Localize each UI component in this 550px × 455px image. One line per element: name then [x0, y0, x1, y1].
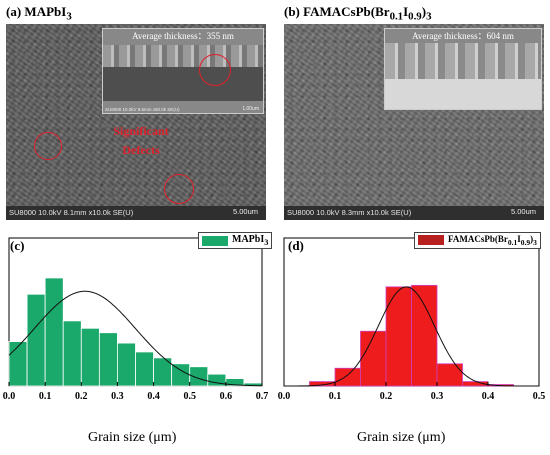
- panel-b-sub-2: 0.9: [408, 10, 422, 23]
- panel-b-iodine: I: [403, 4, 409, 19]
- x-axis-label-d: Grain size (μm): [357, 430, 446, 445]
- panel-b-label: (b) FAMACsPb(Br0.1I0.9)3: [284, 4, 431, 23]
- hist-c-bar-1: [26, 293, 46, 387]
- sem-image-a: Average thickness：355 nm SU8000 10.0kV 8…: [6, 24, 266, 220]
- hist-c-tick-label-2: 0.2: [75, 391, 88, 402]
- sem-b-scale: 5.00um: [510, 207, 536, 216]
- cross-section-inset-b: Average thickness：604 nm: [384, 28, 542, 110]
- sem-texture-a: [6, 24, 266, 220]
- sem-b-footer: SU8000 10.0kV 8.3mm x10.0k SE(U) 5.00um: [284, 206, 544, 220]
- sem-a-scale: 5.00um: [232, 207, 258, 216]
- hist-d-tick-label-4: 0.4: [482, 391, 495, 402]
- hist-d-fit-curve: [284, 286, 539, 387]
- hist-d-tick-label-0: 0.0: [278, 391, 291, 402]
- inset-b-layer: [385, 43, 541, 79]
- histogram-d: 0.0 0.1 0.2 0.3 0.4 0.5: [278, 237, 546, 402]
- hist-c-bar-9: [171, 363, 191, 387]
- hist-c-tick-label-6: 0.6: [220, 391, 233, 402]
- panel-a-title: MAPbI: [24, 4, 67, 19]
- hist-d-tick-label-3: 0.3: [431, 391, 444, 402]
- hist-c-tick-label-0: 0.0: [3, 391, 16, 402]
- panel-b-close: ): [421, 4, 427, 19]
- hist-c-tick-label-5: 0.5: [183, 391, 196, 402]
- legend-c-label: MAPbI3: [232, 234, 268, 247]
- panel-d-label: (d): [288, 238, 304, 253]
- defect-circle-1: [199, 54, 231, 86]
- legend-c-name: MAPbI: [232, 234, 265, 245]
- hist-d-bar-4: [411, 284, 438, 387]
- hist-c-bar-6: [117, 342, 136, 387]
- legend-d-sub-2: 0.9: [520, 237, 531, 247]
- hist-c-tick-label-4: 0.4: [147, 391, 160, 402]
- panel-b-sub-1: 0.1: [389, 10, 404, 23]
- legend-d-name: FAMACsPb(Br: [448, 234, 508, 244]
- hist-d-tick-label-5: 0.5: [533, 391, 546, 402]
- hist-d-tick-label-2: 0.2: [380, 391, 393, 402]
- panel-b-letter: (b): [284, 4, 300, 19]
- panel-b-title: FAMACsPb(Br: [303, 4, 390, 19]
- defect-circle-2: [34, 132, 62, 160]
- legend-d-iodine: I: [517, 234, 521, 244]
- panel-a-letter: (a): [6, 4, 22, 19]
- defects-annotation: Significant Defects: [101, 122, 181, 160]
- legend-c: MAPbI3: [198, 232, 273, 249]
- hist-c-fit-curve: [8, 290, 263, 387]
- hist-c-bar-2: [44, 277, 64, 387]
- hist-d-tick-label-1: 0.1: [329, 391, 342, 402]
- legend-d-label: FAMACsPb(Br0.1I0.9)3: [448, 234, 537, 247]
- inset-a-substrate: [103, 67, 263, 101]
- hist-d-bar-1: [334, 367, 361, 387]
- hist-c-tick-label-7: 0.7: [256, 391, 269, 402]
- hist-c-tick-label-1: 0.1: [39, 391, 52, 402]
- panel-c-label: (c): [10, 238, 25, 253]
- inset-b-title: Average thickness：604 nm: [412, 31, 514, 41]
- hist-d-bar-5: [436, 363, 463, 387]
- hist-c-bar-5: [98, 332, 118, 387]
- legend-d: FAMACsPb(Br0.1I0.9)3: [414, 232, 541, 249]
- legend-d-close: ): [530, 234, 534, 244]
- sem-image-b: Average thickness：604 nm SU8000 10.0kV 8…: [284, 24, 544, 220]
- hist-d-bar-2: [360, 330, 387, 387]
- cross-section-inset-a: Average thickness：355 nm SU8000 10.0kV 8…: [102, 28, 264, 114]
- inset-b-substrate: [385, 79, 541, 109]
- hist-c-bar-3: [62, 320, 82, 387]
- legend-c-sub: 3: [264, 238, 269, 247]
- legend-d-sub-3: 3: [533, 237, 537, 247]
- x-axis-label-c: Grain size (μm): [88, 430, 177, 445]
- defects-annotation-line-2: Defects: [122, 143, 160, 157]
- hist-c-bar-7: [135, 351, 154, 387]
- legend-d-swatch: [418, 235, 444, 246]
- inset-a-title: Average thickness：355 nm: [132, 31, 234, 41]
- inset-a-layer: [103, 45, 263, 67]
- inset-a-scale: 1.00um: [242, 106, 259, 112]
- inset-a-footer: SU8000 10.0kV 8.6mm x50.0k SE(U): [105, 107, 180, 112]
- panel-b-sub-3: 3: [426, 10, 432, 23]
- defect-circle-3: [164, 174, 194, 204]
- panel-a-label: (a) MAPbI3: [6, 4, 72, 23]
- panel-a-title-sub: 3: [66, 10, 72, 23]
- sem-a-footer: SU8000 10.0kV 8.1mm x10.0k SE(U) 5.00um: [6, 206, 266, 220]
- hist-c-bar-4: [80, 327, 100, 387]
- defects-annotation-line-1: Significant: [113, 124, 169, 138]
- hist-d-bar-3: [385, 286, 412, 387]
- legend-d-sub-1: 0.1: [507, 237, 518, 247]
- sem-b-footer-text: SU8000 10.0kV 8.3mm x10.0k SE(U): [287, 208, 412, 217]
- histogram-c: 0.0 0.1 0.2 0.3 0.4 0.5 0.6 0.7: [3, 237, 269, 402]
- legend-c-swatch: [202, 235, 228, 246]
- hist-c-bar-0: [8, 341, 28, 387]
- hist-c-tick-label-3: 0.3: [111, 391, 124, 402]
- sem-a-footer-text: SU8000 10.0kV 8.1mm x10.0k SE(U): [9, 208, 134, 217]
